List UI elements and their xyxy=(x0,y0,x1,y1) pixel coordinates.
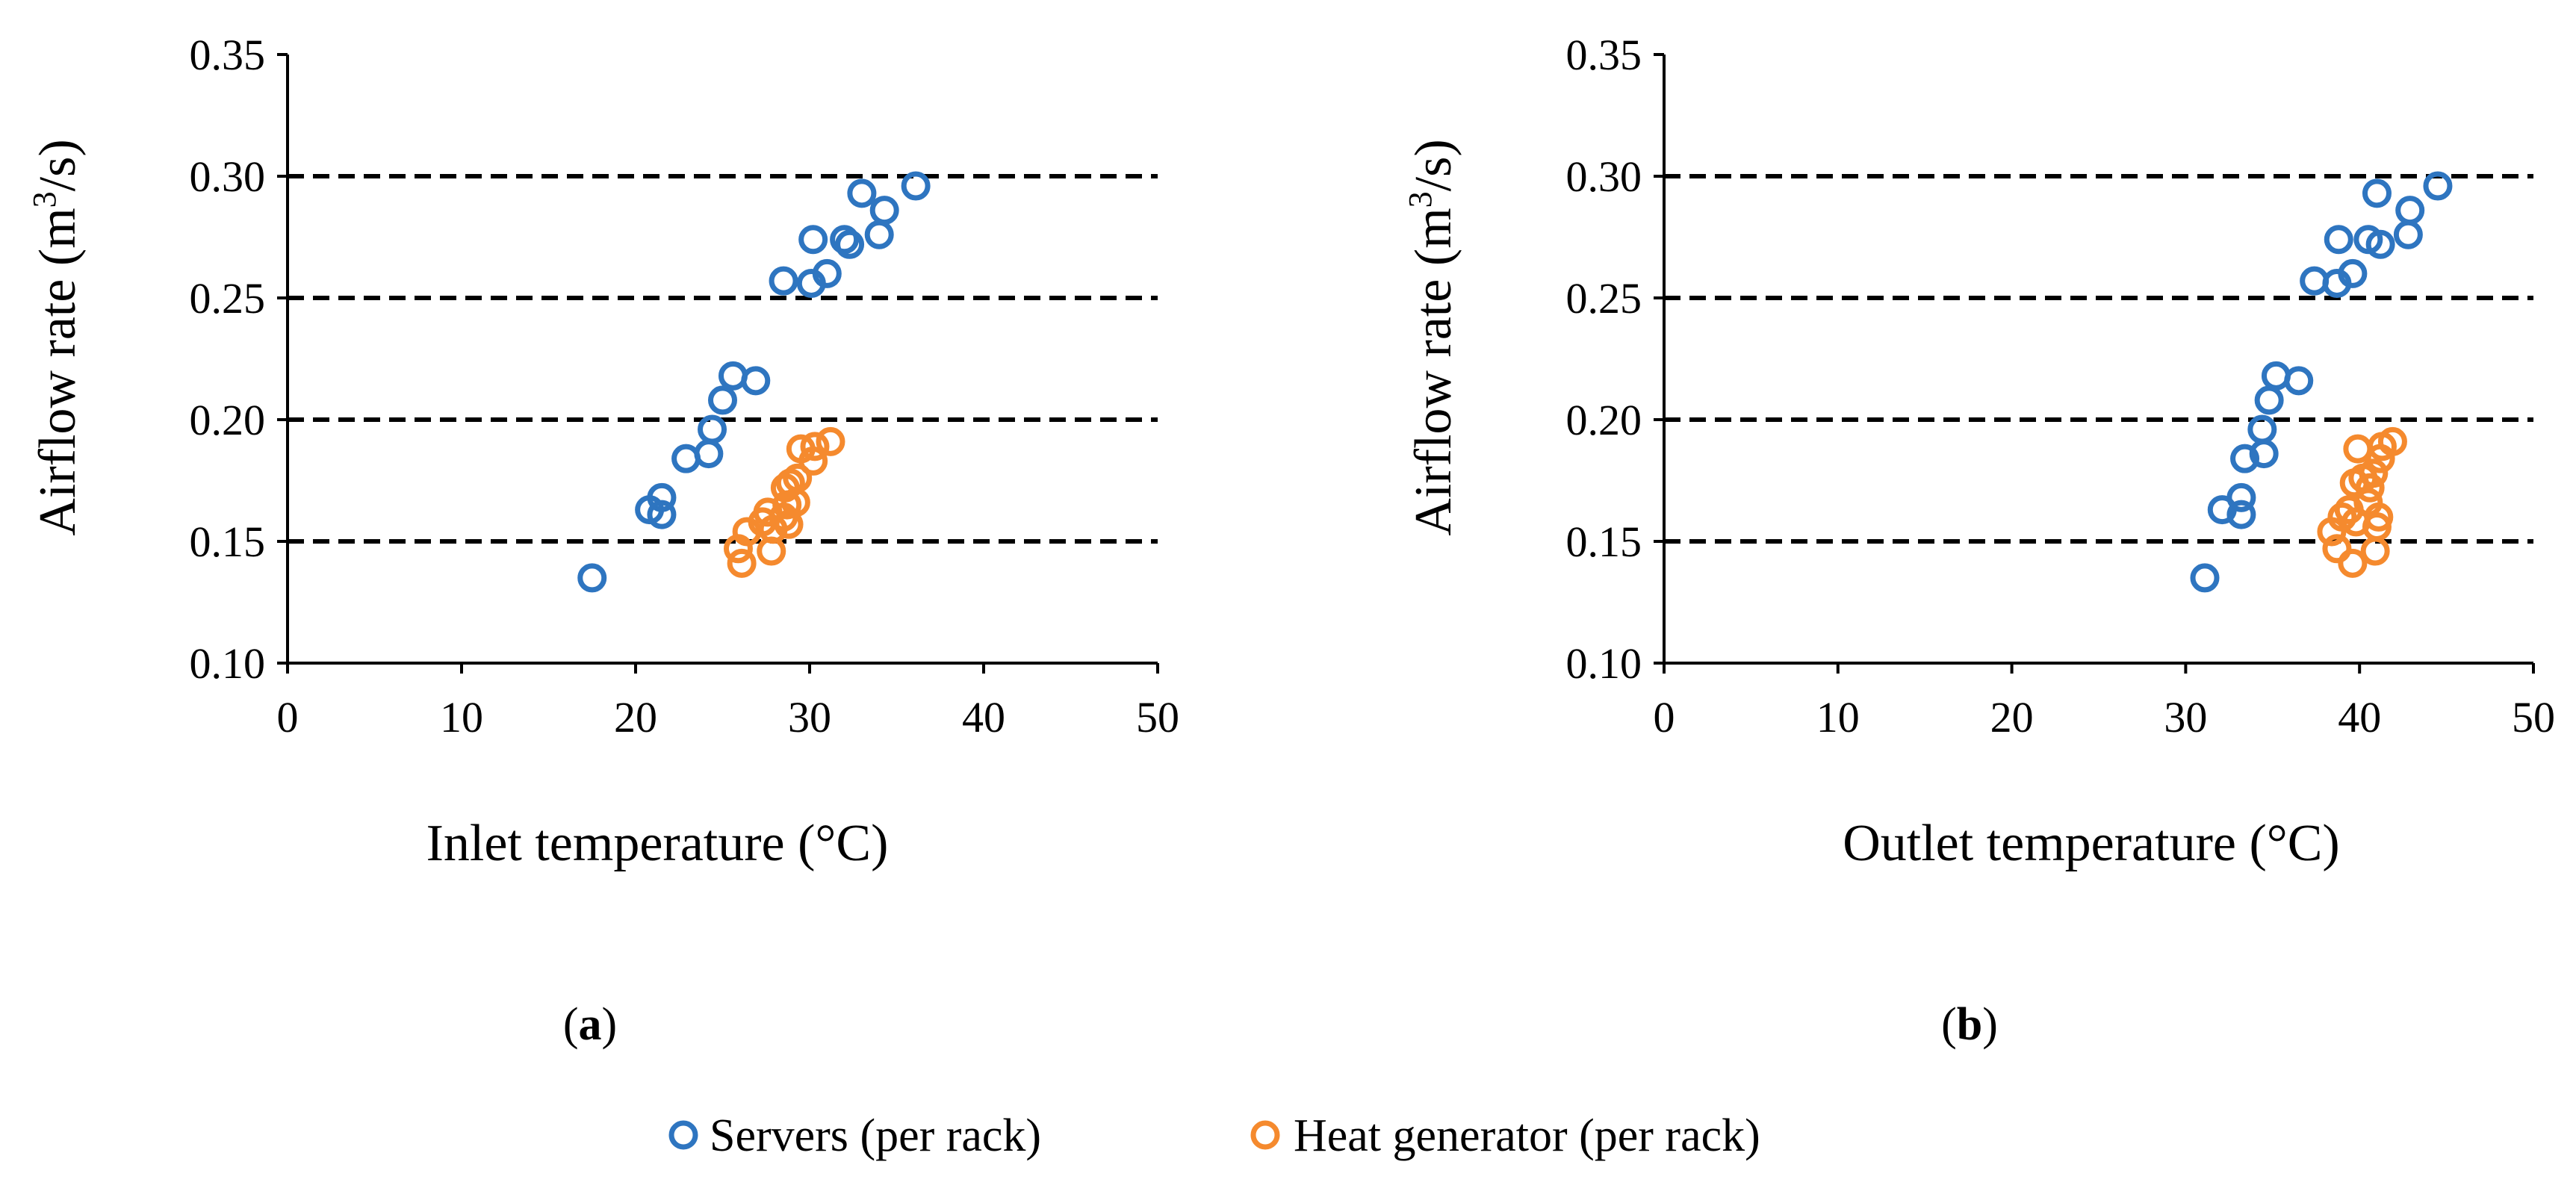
panel-b-label: (b) xyxy=(1941,999,1998,1050)
panel-b-ylabel: Airflow rate (m3/s) xyxy=(1402,139,1462,535)
panel-a-xlabel: Inlet temperature (°C) xyxy=(426,815,889,872)
panel-b-heat-point xyxy=(2359,458,2389,488)
panel-a-server-point xyxy=(830,225,860,255)
panel-a-axes xyxy=(277,53,1159,674)
legend-heat-label: Heat generator (per rack) xyxy=(1294,1110,1760,1161)
panel-a-ylabel-superscript: 3 xyxy=(26,191,63,208)
panel-b-heat-point xyxy=(2327,502,2357,532)
panel-b-server-point xyxy=(2230,444,2260,473)
panel-b-x-tick-label: 30 xyxy=(2164,693,2207,741)
panel-b-x-tick-label: 10 xyxy=(1816,693,1860,741)
panel-b-server-point xyxy=(2190,563,2220,593)
panel-b-heat-point xyxy=(2338,548,2368,578)
panel-b-server-point xyxy=(2362,178,2392,208)
legend-heat-marker xyxy=(1250,1120,1280,1150)
panel-a-server-point xyxy=(741,366,771,396)
panel-a-y-tick-label: 0.20 xyxy=(190,396,266,444)
panel-b-tick-labels: 0.10 0.15 0.20 0.25 0.30 0.35 0 10 20 30 40 50 xyxy=(1566,31,2556,741)
panel-b-server-point xyxy=(2247,414,2277,444)
panel-b-x-tick-label: 0 xyxy=(1654,693,1675,741)
panel-a-server-point xyxy=(835,229,865,259)
panel-a-y-tick-label: 0.10 xyxy=(190,639,266,688)
panel-a-server-point xyxy=(812,258,842,288)
panel-a-tick-labels: 0.10 0.15 0.20 0.25 0.30 0.35 0 10 20 30 40 50 xyxy=(190,31,1180,741)
panel-a-ylabel: Airflow rate (m3/s) xyxy=(26,139,87,535)
panel-a-x-tick-label: 20 xyxy=(614,693,657,741)
panel-a-x-tick-label: 10 xyxy=(440,693,483,741)
panel-b-server-point xyxy=(2254,385,2284,415)
legend-servers-label: Servers (per rack) xyxy=(710,1110,1041,1161)
panel-a-x-tick-label: 0 xyxy=(277,693,299,741)
panel-b-y-tick-label: 0.20 xyxy=(1566,396,1642,444)
panel-a-y-tick-label: 0.30 xyxy=(190,152,266,201)
panel-a-heat-point xyxy=(727,548,757,578)
panel-b-server-point xyxy=(2324,225,2353,255)
panel-a-server-point xyxy=(647,500,677,529)
panel-a-server-point xyxy=(647,482,677,512)
panel-b-heat-point xyxy=(2322,534,2352,564)
panel-b-axes xyxy=(1654,53,2535,674)
panel-b-server-point xyxy=(2338,258,2368,288)
panel-b-server-point xyxy=(2284,366,2314,396)
panel-a-server-point xyxy=(708,385,737,415)
panel-a-server-point xyxy=(869,196,899,226)
panel-a-y-tick-label: 0.25 xyxy=(190,274,266,323)
panel-b-server-point xyxy=(2393,220,2423,249)
panel-a-server-point xyxy=(769,266,798,296)
panel-b-heat-point xyxy=(2364,502,2394,532)
legend: Servers (per rack) Heat generator (per r… xyxy=(668,1110,1760,1161)
panel-b-y-tick-label: 0.10 xyxy=(1566,639,1642,688)
panel-a-heat-point xyxy=(798,446,828,476)
panel-b-server-point xyxy=(2226,482,2256,512)
panel-a-x-tick-label: 50 xyxy=(1136,693,1179,741)
panel-b-points xyxy=(2190,171,2453,593)
panel-b-x-tick-label: 50 xyxy=(2512,693,2555,741)
panel-b-server-point xyxy=(2226,500,2256,529)
panel-b-server-point xyxy=(2395,196,2425,226)
panel-a-heat-point xyxy=(800,432,830,461)
legend-servers-marker xyxy=(668,1120,698,1150)
panel-a-server-point xyxy=(798,225,828,255)
panel-a-x-tick-label: 40 xyxy=(962,693,1005,741)
panel-b-y-tick-label: 0.15 xyxy=(1566,517,1642,566)
panel-b-gridlines xyxy=(1664,174,2533,544)
panel-a-server-point xyxy=(698,414,727,444)
panel-a-heat-point xyxy=(816,426,845,456)
panel-b-heat-point xyxy=(2355,473,2385,503)
panel-a-gridlines xyxy=(288,174,1158,544)
panel-b-y-tick-label: 0.25 xyxy=(1566,274,1642,323)
panel-b-y-tick-label: 0.35 xyxy=(1566,31,1642,79)
panel-b-xlabel: Outlet temperature (°C) xyxy=(1843,815,2340,872)
panel-b-server-point xyxy=(2423,171,2453,201)
panel-a-y-tick-label: 0.35 xyxy=(190,31,266,79)
panel-b-x-tick-label: 20 xyxy=(1990,693,2034,741)
panel-b-heat-point xyxy=(2377,426,2407,456)
panel-a-y-tick-label: 0.15 xyxy=(190,517,266,566)
panel-a-label: (a) xyxy=(563,999,617,1050)
panel-a-server-point xyxy=(901,171,931,201)
panel-a-server-point xyxy=(864,220,894,249)
panel-a-server-point xyxy=(847,178,877,208)
panel-b-ylabel-superscript: 3 xyxy=(1402,191,1438,208)
panel-a-server-point xyxy=(718,361,748,391)
panel-a-server-point xyxy=(694,439,724,469)
panel-a-points xyxy=(577,171,931,593)
panel-a: 0.10 0.15 0.20 0.25 0.30 0.35 0 10 20 30 40 50 Airf… xyxy=(26,31,1179,1050)
panel-b-server-point xyxy=(2261,361,2291,391)
panel-a-server-point xyxy=(577,563,607,593)
panel-a-server-point xyxy=(671,444,701,473)
panel-b-y-tick-label: 0.30 xyxy=(1566,152,1642,201)
panel-a-heat-point xyxy=(783,463,813,493)
panel-b: 0.10 0.15 0.20 0.25 0.30 0.35 0 10 20 30 40 50 Airf… xyxy=(1402,31,2555,1050)
panel-a-x-tick-label: 30 xyxy=(788,693,831,741)
panel-b-x-tick-label: 40 xyxy=(2338,693,2381,741)
panel-b-server-point xyxy=(2365,229,2395,259)
